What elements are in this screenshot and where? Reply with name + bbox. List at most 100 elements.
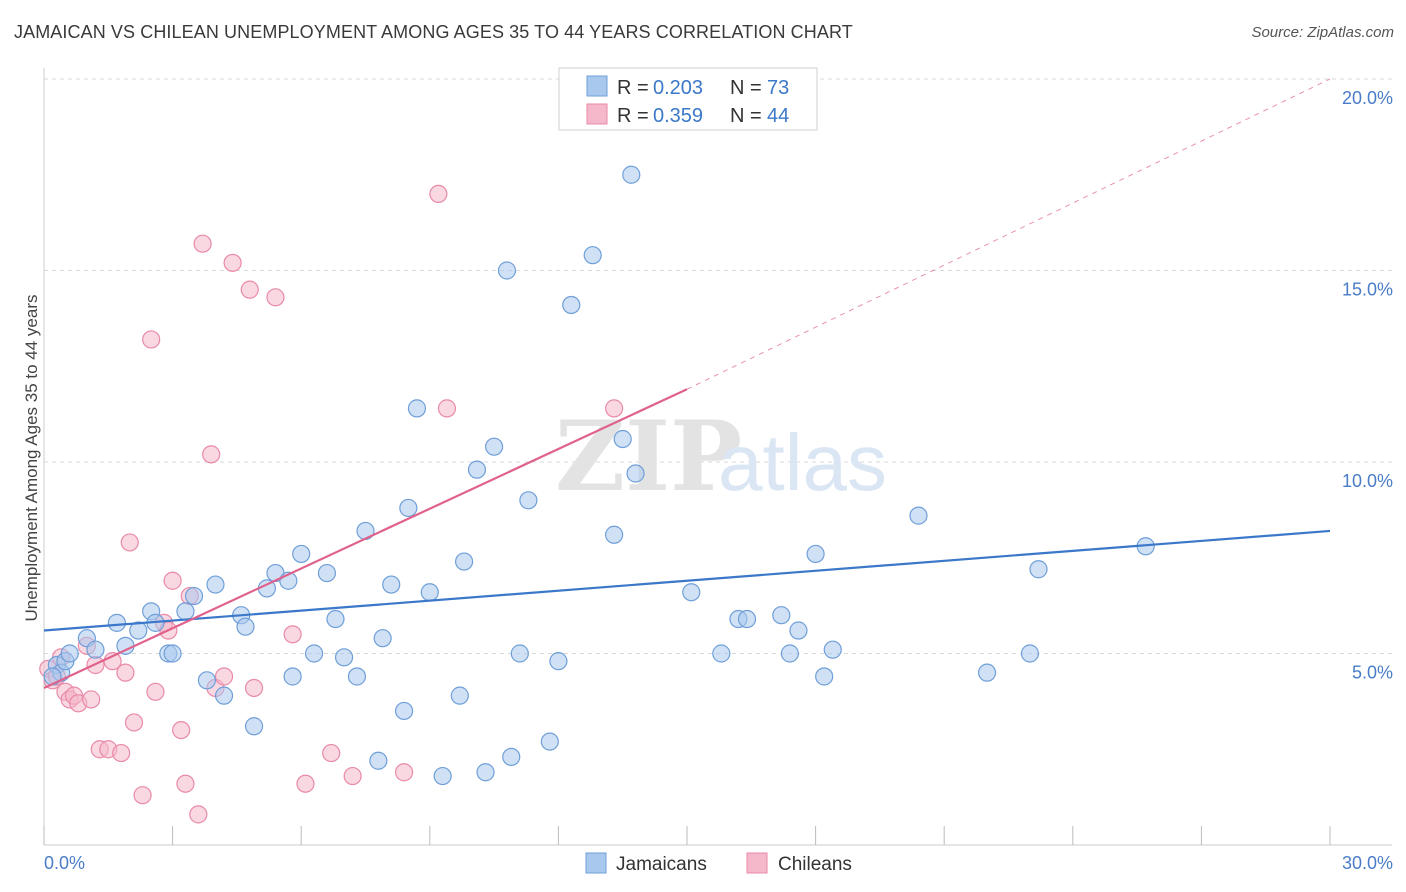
jamaican-point xyxy=(613,429,632,449)
jamaican-point xyxy=(176,602,195,621)
y-tick-label: 10.0% xyxy=(1342,471,1393,491)
chilean-trend-extension xyxy=(686,78,1331,390)
y-axis-label: Unemployment Among Ages 35 to 44 years xyxy=(22,295,41,622)
jamaican-point xyxy=(476,763,495,782)
chilean-point xyxy=(605,399,624,418)
legend-n-value-1: 73 xyxy=(767,77,789,99)
jamaican-point xyxy=(1029,560,1048,579)
chilean-point xyxy=(116,663,135,682)
jamaican-point xyxy=(163,644,182,663)
watermark-atlas: atlas xyxy=(718,418,887,507)
source-label: Source: ZipAtlas.com xyxy=(1251,24,1394,41)
jamaican-point xyxy=(622,165,641,184)
jamaican-point xyxy=(420,583,439,602)
series-label-chileans: Chileans xyxy=(778,854,852,875)
correlation-legend: R = 0.203 N = 73 R = 0.359 N = 44 xyxy=(558,67,818,131)
series-swatch-chileans xyxy=(746,852,768,874)
jamaican-point xyxy=(485,437,504,456)
jamaican-point xyxy=(977,663,997,682)
jamaican-point xyxy=(283,667,302,686)
jamaican-point xyxy=(583,246,602,265)
jamaican-trend-line xyxy=(43,529,1331,632)
legend-r-value-1: 0.203 xyxy=(653,77,703,99)
jamaican-point xyxy=(502,747,521,767)
series-label-jamaicans: Jamaicans xyxy=(616,854,707,875)
chilean-point xyxy=(172,720,191,740)
x-tick-label: 0.0% xyxy=(44,853,85,873)
jamaican-point xyxy=(519,491,538,510)
chilean-point xyxy=(322,743,341,763)
legend-n-value-2: 44 xyxy=(767,105,789,127)
jamaican-point xyxy=(510,644,529,663)
jamaican-point xyxy=(433,766,452,786)
chilean-point xyxy=(120,533,139,552)
jamaican-point xyxy=(197,671,216,690)
jamaican-point xyxy=(562,295,581,315)
chilean-point xyxy=(223,253,242,272)
jamaican-point xyxy=(326,609,345,629)
y-tick-label: 5.0% xyxy=(1352,663,1393,683)
chilean-point xyxy=(163,571,182,590)
chilean-point xyxy=(214,667,234,686)
x-tick-label: 30.0% xyxy=(1342,853,1393,873)
jamaican-point xyxy=(450,686,469,705)
jamaican-point xyxy=(454,552,474,571)
jamaican-point xyxy=(1020,644,1040,663)
jamaican-point xyxy=(317,563,337,583)
legend-r-label-1: R = xyxy=(617,77,649,99)
jamaican-point xyxy=(334,648,354,667)
chart-title: JAMAICAN VS CHILEAN UNEMPLOYMENT AMONG A… xyxy=(14,22,853,42)
jamaican-point xyxy=(184,586,204,606)
jamaican-point xyxy=(292,544,311,564)
jamaican-point xyxy=(737,609,757,629)
chilean-point xyxy=(133,786,152,805)
jamaican-point xyxy=(236,617,255,636)
chilean-point xyxy=(146,682,165,701)
chilean-point xyxy=(244,678,264,698)
jamaican-point xyxy=(214,686,234,705)
chilean-point xyxy=(343,766,362,786)
jamaican-point xyxy=(682,583,701,602)
chilean-point xyxy=(189,805,208,824)
jamaican-point xyxy=(347,667,367,686)
chilean-point xyxy=(112,743,131,763)
jamaican-point xyxy=(373,629,392,648)
x-tick-labels: 0.0% 30.0% xyxy=(44,853,1393,873)
watermark: ZIP atlas xyxy=(555,400,887,513)
jamaican-point xyxy=(206,575,225,594)
jamaican-point xyxy=(369,751,388,770)
jamaican-point xyxy=(626,464,645,483)
chilean-point xyxy=(124,713,144,732)
jamaican-point xyxy=(407,399,427,418)
legend-n-label-1: N = xyxy=(730,77,762,99)
data-points xyxy=(39,165,1155,824)
jamaican-point xyxy=(549,652,568,671)
y-tick-label: 20.0% xyxy=(1342,88,1393,108)
jamaican-point xyxy=(244,717,264,736)
jamaican-point xyxy=(60,644,79,663)
y-tick-labels: 5.0% 10.0% 15.0% 20.0% xyxy=(1342,88,1393,683)
chilean-point xyxy=(296,774,315,793)
chilean-point xyxy=(176,774,195,793)
chilean-point xyxy=(429,184,448,203)
chilean-point xyxy=(193,234,212,253)
jamaican-point xyxy=(399,498,418,518)
jamaican-point xyxy=(394,701,414,721)
jamaican-point xyxy=(772,606,791,625)
jamaican-point xyxy=(129,621,148,640)
trend-lines xyxy=(43,78,1331,689)
chilean-point xyxy=(142,330,161,349)
jamaican-point xyxy=(382,575,401,594)
legend-swatch-jamaicans xyxy=(586,75,608,97)
jamaican-point xyxy=(823,640,842,659)
watermark-zip: ZIP xyxy=(555,400,742,513)
series-legend: Jamaicans Chileans xyxy=(585,852,852,875)
jamaican-point xyxy=(467,460,487,479)
chilean-point xyxy=(266,288,285,307)
jamaican-point xyxy=(780,644,799,663)
jamaican-point xyxy=(605,525,624,544)
jamaican-point xyxy=(304,644,324,663)
series-swatch-jamaicans xyxy=(585,852,607,874)
jamaican-point xyxy=(540,732,559,751)
